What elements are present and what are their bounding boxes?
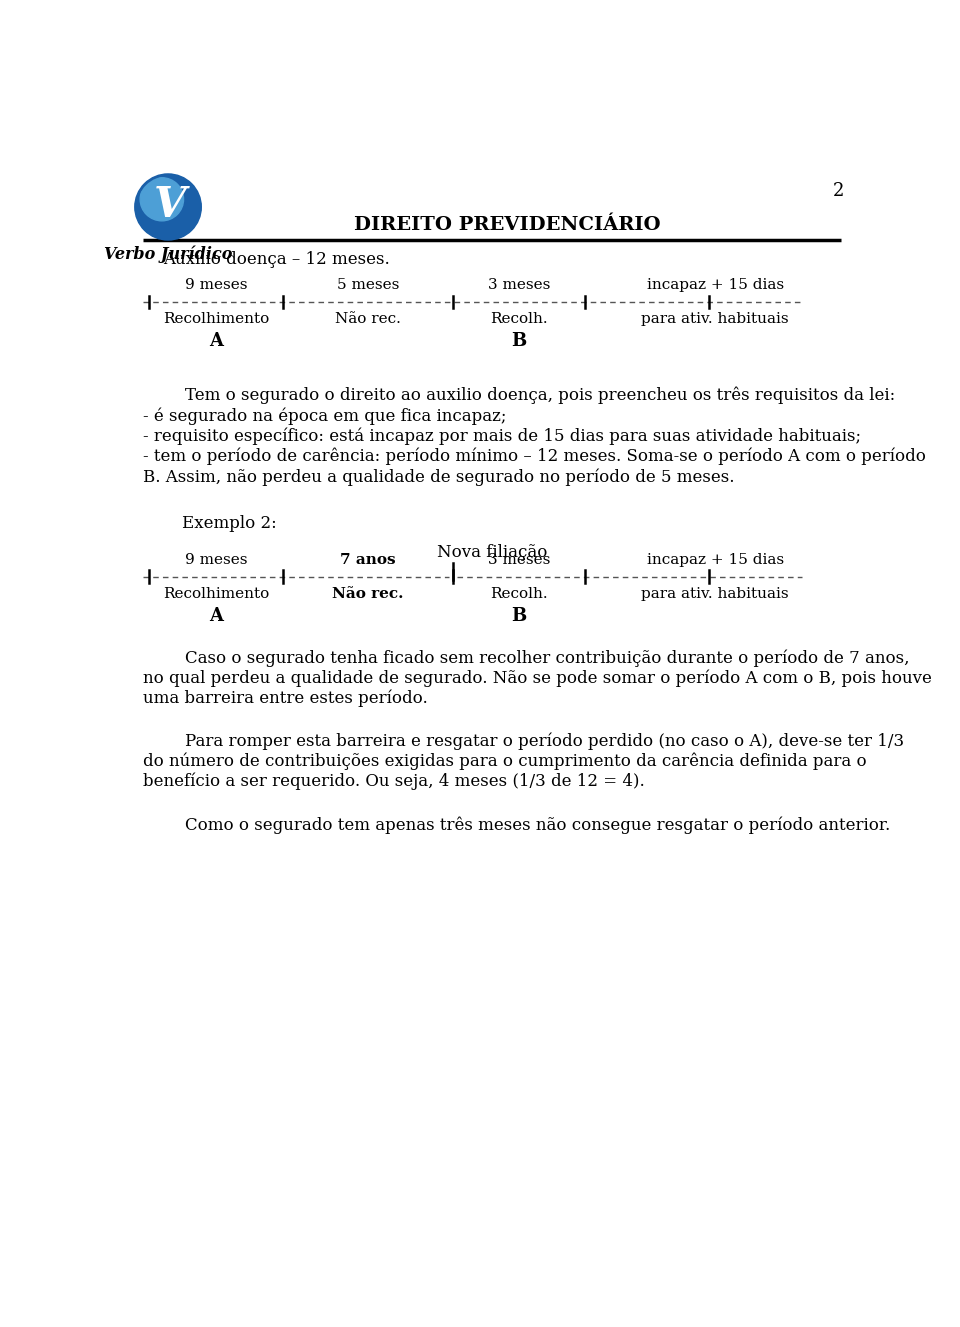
Text: Recolh.: Recolh. [491, 588, 548, 601]
Text: no qual perdeu a qualidade de segurado. Não se pode somar o período A com o B, p: no qual perdeu a qualidade de segurado. … [143, 670, 932, 687]
Text: 9 meses: 9 meses [185, 553, 248, 568]
Text: 9 meses: 9 meses [185, 279, 248, 292]
Text: 3 meses: 3 meses [488, 553, 550, 568]
Text: V: V [154, 183, 185, 226]
Text: Recolhimento: Recolhimento [163, 588, 269, 601]
Text: benefício a ser requerido. Ou seja, 4 meses (1/3 de 12 = 4).: benefício a ser requerido. Ou seja, 4 me… [143, 772, 645, 791]
Text: Não rec.: Não rec. [335, 312, 401, 326]
Text: para ativ. habituais: para ativ. habituais [641, 312, 789, 326]
Circle shape [140, 178, 183, 220]
Text: - é segurado na época em que fica incapaz;: - é segurado na época em que fica incapa… [143, 407, 507, 426]
Text: B. Assim, não perdeu a qualidade de segurado no período de 5 meses.: B. Assim, não perdeu a qualidade de segu… [143, 468, 734, 486]
Text: B: B [512, 608, 527, 625]
Text: Exemplo 2:: Exemplo 2: [182, 515, 276, 532]
Text: uma barreira entre estes período.: uma barreira entre estes período. [143, 690, 428, 707]
Text: Tem o segurado o direito ao auxilio doença, pois preencheu os três requisitos da: Tem o segurado o direito ao auxilio doen… [143, 386, 896, 403]
Text: 3 meses: 3 meses [488, 279, 550, 292]
Text: Como o segurado tem apenas três meses não consegue resgatar o período anterior.: Como o segurado tem apenas três meses nã… [143, 816, 891, 833]
Text: Para romper esta barreira e resgatar o período perdido (no caso o A), deve-se te: Para romper esta barreira e resgatar o p… [143, 733, 904, 750]
Text: Verbo Jurídico: Verbo Jurídico [104, 245, 232, 263]
Text: 5 meses: 5 meses [337, 279, 399, 292]
Circle shape [135, 175, 201, 239]
Text: Caso o segurado tenha ficado sem recolher contribuição durante o período de 7 an: Caso o segurado tenha ficado sem recolhe… [143, 650, 910, 667]
Text: - tem o período de carência: período mínimo – 12 meses. Soma-se o período A com : - tem o período de carência: período mín… [143, 449, 926, 466]
Text: A: A [209, 333, 223, 350]
Text: Recolhimento: Recolhimento [163, 312, 269, 326]
Text: 7 anos: 7 anos [340, 553, 396, 568]
Text: Auxílio doença – 12 meses.: Auxílio doença – 12 meses. [162, 249, 390, 268]
Text: A: A [209, 608, 223, 625]
Text: para ativ. habituais: para ativ. habituais [641, 588, 789, 601]
Text: - requisito específico: está incapaz por mais de 15 dias para suas atividade hab: - requisito específico: está incapaz por… [143, 429, 861, 446]
Text: 2: 2 [833, 182, 845, 200]
Text: Recolh.: Recolh. [491, 312, 548, 326]
Text: B: B [512, 333, 527, 350]
Text: DIREITO PREVIDENCIÁRIO: DIREITO PREVIDENCIÁRIO [354, 216, 660, 234]
Text: Não rec.: Não rec. [332, 588, 404, 601]
Text: do número de contribuições exigidas para o cumprimento da carência definida para: do número de contribuições exigidas para… [143, 752, 867, 771]
Text: incapaz + 15 dias: incapaz + 15 dias [647, 279, 783, 292]
Text: incapaz + 15 dias: incapaz + 15 dias [647, 553, 783, 568]
Text: Nova filiação: Nova filiação [437, 544, 547, 561]
